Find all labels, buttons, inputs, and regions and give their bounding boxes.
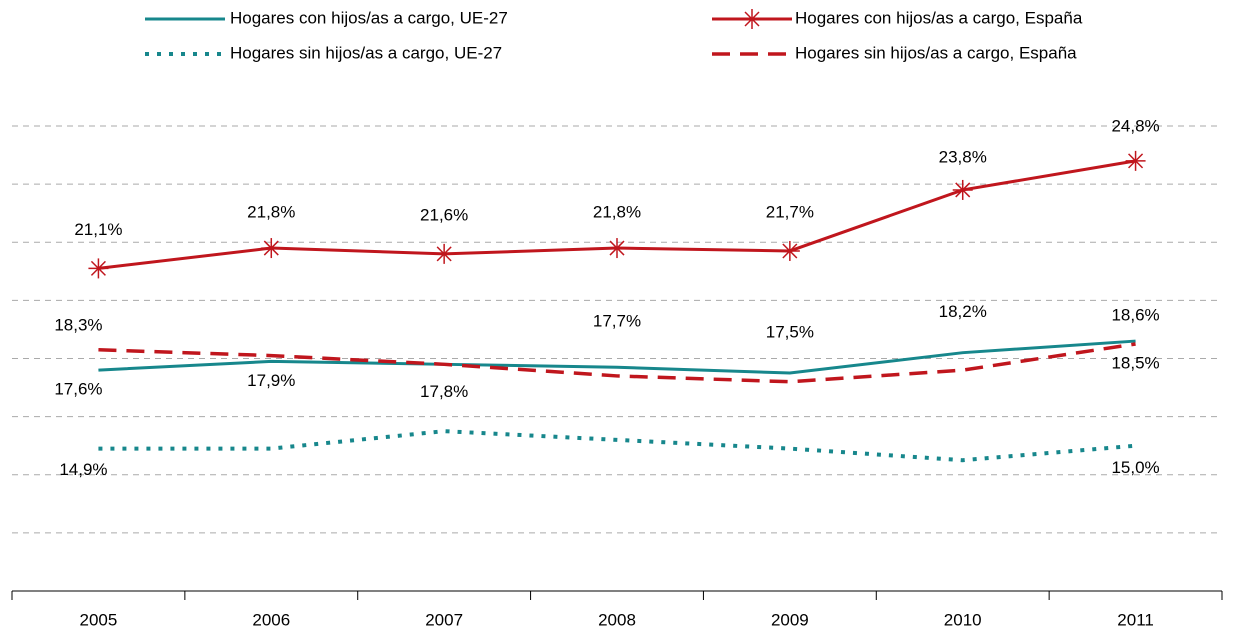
legend-label: Hogares con hijos/as a cargo, España [795,8,1083,27]
marker-stroke [90,260,106,276]
marker-stroke [436,246,452,262]
data-label: 17,7% [593,312,641,331]
marker [952,179,973,200]
data-label: 21,8% [593,203,641,222]
legend-label: Hogares con hijos/as a cargo, UE-27 [230,8,508,27]
data-label: 21,8% [247,203,295,222]
marker-stroke [263,240,279,256]
data-label: 24,8% [1111,116,1159,135]
marker [779,240,800,261]
data-label: 15,0% [1111,458,1159,477]
data-label: 17,5% [766,323,814,342]
marker [261,238,282,259]
data-label: 23,8% [939,147,987,166]
x-tick-label: 2008 [598,610,636,629]
x-tick-label: 2011 [1117,610,1154,629]
data-label: 18,6% [1111,306,1159,325]
legend-label: Hogares sin hijos/as a cargo, España [795,43,1077,62]
legend-marker [742,9,762,29]
series-line [98,429,1136,463]
marker-stroke [744,11,760,27]
data-label: 21,6% [420,205,468,224]
x-tick-label: 2005 [80,610,118,629]
series-line [98,339,1136,375]
marker [88,258,109,279]
legend-label: Hogares sin hijos/as a cargo, UE-27 [230,43,502,62]
data-label: 17,9% [247,371,295,390]
marker [1125,150,1146,171]
data-label: 17,6% [54,380,102,399]
marker-stroke [1128,153,1144,169]
data-label: 18,2% [939,302,987,321]
data-label: 21,7% [766,202,814,221]
marker-stroke [609,240,625,256]
marker [434,243,455,264]
x-tick-label: 2007 [425,610,463,629]
data-label: 21,1% [74,220,122,239]
data-label: 17,8% [420,382,468,401]
marker-stroke [782,243,798,259]
x-tick-label: 2009 [771,610,809,629]
data-label: 18,5% [1111,353,1159,372]
x-tick-label: 2006 [252,610,290,629]
marker [607,238,627,259]
data-label: 14,9% [59,460,107,479]
marker-stroke [955,182,971,198]
series-line [98,342,1136,384]
data-label: 18,3% [54,315,102,334]
x-tick-label: 2010 [944,610,982,629]
